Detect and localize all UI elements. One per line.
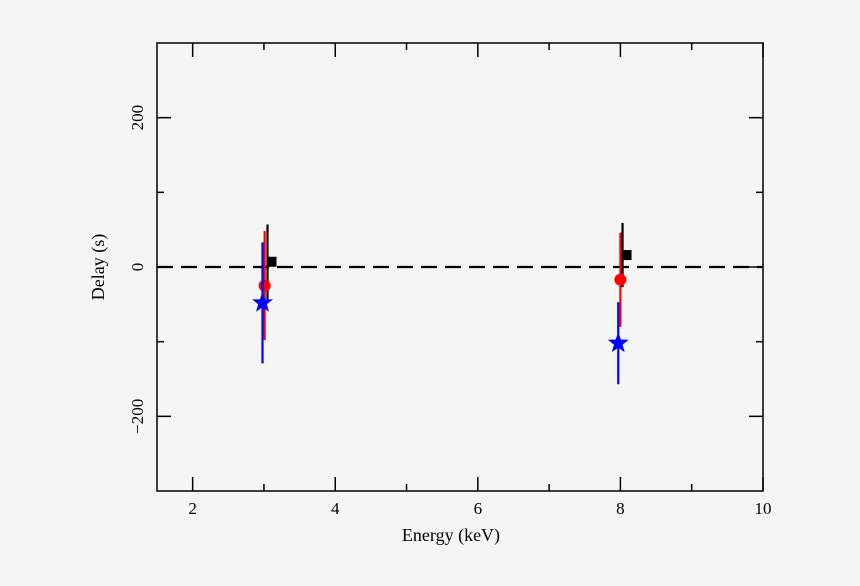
x-tick-label: 6	[474, 499, 483, 518]
x-axis-label: Energy (keV)	[402, 525, 500, 546]
data-point-circle	[614, 273, 627, 286]
x-tick-label: 10	[755, 499, 772, 518]
data-point-square	[266, 256, 277, 267]
data-point-circle	[258, 279, 271, 292]
data-point-square	[621, 250, 632, 261]
x-tick-label: 2	[188, 499, 197, 518]
y-tick-label: 0	[128, 263, 147, 272]
x-tick-label: 4	[331, 499, 340, 518]
data-point-star	[607, 332, 629, 353]
data-point-star	[252, 291, 273, 312]
y-tick-label: 200	[128, 105, 147, 130]
x-tick-label: 8	[616, 499, 625, 518]
y-axis-label: Delay (s)	[88, 234, 109, 300]
y-tick-label: −200	[128, 399, 147, 434]
